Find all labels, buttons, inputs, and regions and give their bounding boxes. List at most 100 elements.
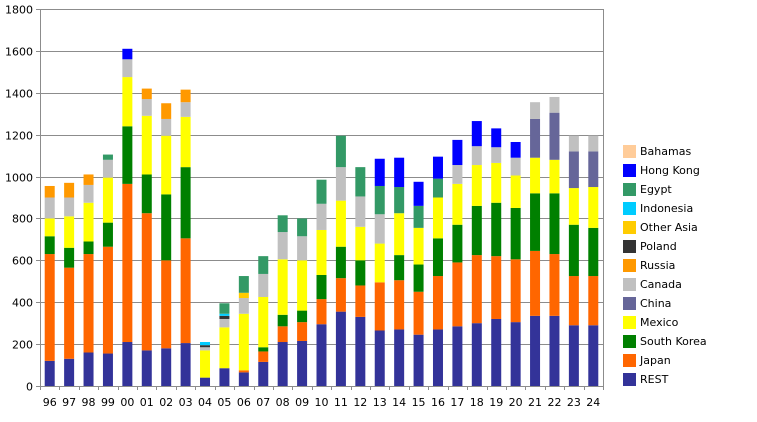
bar-segment-japan [549,254,560,316]
legend-label: Japan [640,354,671,367]
bar-segment-russia [180,89,191,103]
bar-segment-china [568,151,579,189]
bar-segment-canada [471,146,482,166]
bar-segment-canada [258,273,269,297]
bar-segment-japan [83,254,94,353]
bar-segment-hong-kong [374,158,385,186]
x-tick-label: 14 [392,396,406,409]
x-tick-label: 19 [489,396,503,409]
bar-segment-rest [180,343,191,386]
legend-label: Other Asia [640,221,698,234]
bar-segment-egypt [374,185,385,215]
bar-segment-south-korea [161,194,172,261]
bar-segment-rest [258,361,269,386]
bar-segment-south-korea [413,264,424,292]
bar-segment-canada [530,102,541,119]
legend-item-bahamas: Bahamas [623,142,707,161]
legend-swatch [623,297,636,310]
bar-segment-japan [355,285,366,317]
bar-segment-mexico [394,213,405,256]
bar-segment-china [549,112,560,160]
bar-segment-rest [44,360,55,386]
bar-segment-mexico [64,216,75,248]
bar-segment-canada [491,147,502,163]
x-tick-label: 10 [315,396,329,409]
legend-item-hong-kong: Hong Kong [623,161,707,180]
bar-segment-mexico [219,327,230,369]
bar-segment-south-korea [355,260,366,286]
x-tick-label: 08 [276,396,290,409]
bar-segment-japan [180,238,191,344]
x-tick-label: 12 [353,396,367,409]
bar-segment-japan [452,262,463,327]
bar-segment-japan [64,267,75,359]
legend-item-south-korea: South Korea [623,332,707,351]
bar-segment-japan [258,351,269,362]
bar-segment-rest [335,311,346,386]
bar-segment-canada [277,232,288,260]
bar-segment-south-korea [491,202,502,257]
bar-segment-egypt [355,167,366,197]
x-tick-label: 02 [159,396,173,409]
bar-segment-japan [316,299,327,325]
bar-segment-canada [238,298,249,314]
legend-label: Indonesia [640,202,694,215]
bar-segment-canada [200,347,211,351]
legend-swatch [623,316,636,329]
bar-segment-mexico [471,165,482,206]
bar-segment-japan [141,213,152,351]
bar-segment-rest [141,350,152,386]
bar-segment-mexico [432,197,443,239]
bar-segment-mexico [180,116,191,168]
bar-series [44,48,599,386]
bar-segment-mexico [374,243,385,283]
bar-segment-canada [161,118,172,136]
bar-segment-rest [549,315,560,386]
bar-segment-mexico [141,115,152,175]
bar-segment-poland [219,315,230,319]
bar-segment-rest [64,358,75,386]
legend-item-mexico: Mexico [623,313,707,332]
bar-segment-canada [568,135,579,152]
bar-segment-canada [102,159,113,178]
bar-segment-japan [374,282,385,331]
legend-item-russia: Russia [623,256,707,275]
axes [36,9,604,390]
bar-segment-canada [64,197,75,217]
bar-segment-egypt [432,178,443,198]
x-tick-label: 22 [547,396,561,409]
x-tick-label: 01 [140,396,154,409]
bar-segment-indonesia [200,342,211,346]
y-tick-label: 600 [12,255,33,268]
bar-segment-egypt [335,135,346,168]
bar-segment-south-korea [44,236,55,255]
bar-segment-mexico [549,159,560,194]
legend-label: Egypt [640,183,672,196]
bar-segment-rest [102,353,113,386]
bar-segment-japan [432,276,443,330]
bar-segment-japan [413,291,424,335]
bar-segment-south-korea [102,222,113,247]
bar-segment-canada [549,96,560,113]
bar-segment-rest [277,342,288,386]
bar-segment-mexico [102,177,113,223]
bar-segment-russia [44,185,55,198]
bar-segment-hong-kong [471,121,482,147]
bar-segment-japan [44,254,55,361]
bar-segment-egypt [238,276,249,293]
x-tick-label: 06 [237,396,251,409]
legend-swatch [623,183,636,196]
bar-segment-rest [491,318,502,386]
legend-swatch [623,335,636,348]
bar-segment-rest [452,326,463,386]
legend-swatch [623,221,636,234]
bar-segment-canada [374,214,385,244]
bar-segment-egypt [297,218,308,237]
x-tick-label: 13 [373,396,387,409]
bar-segment-rest [161,348,172,386]
legend-swatch [623,259,636,272]
bar-segment-egypt [413,205,424,228]
bar-segment-egypt [102,154,113,160]
bar-segment-south-korea [316,274,327,300]
